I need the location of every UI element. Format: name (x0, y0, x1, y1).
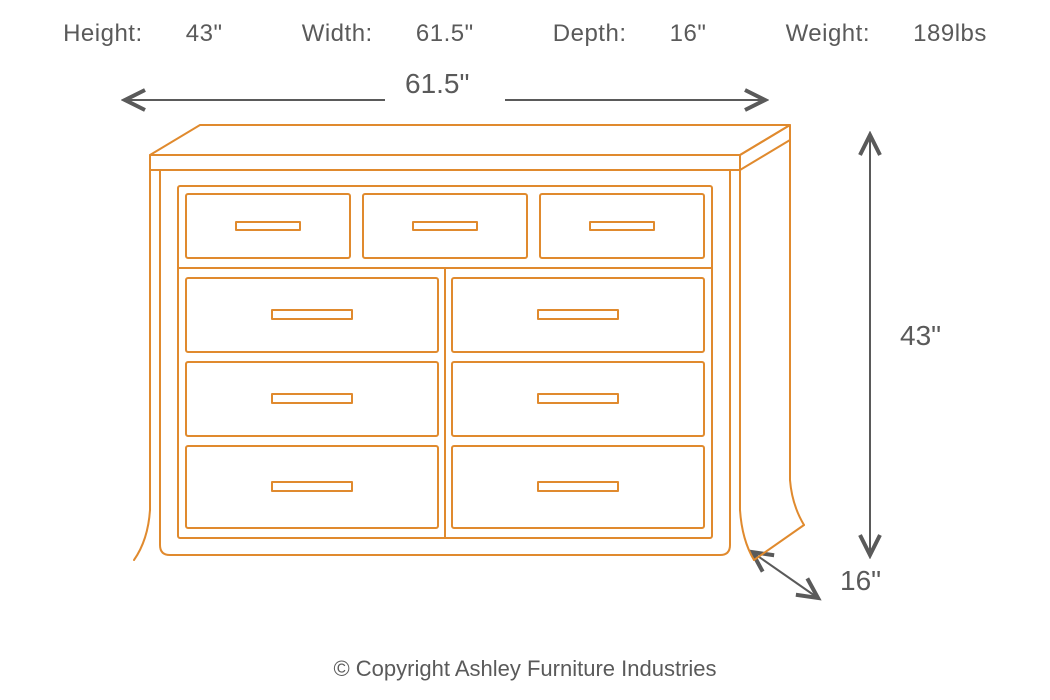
diagram-svg (0, 0, 1050, 700)
dresser-drawing (134, 125, 804, 560)
dimension-arrows (125, 100, 870, 598)
diagram-canvas: Height: 43" Width: 61.5" Depth: 16" Weig… (0, 0, 1050, 700)
copyright-line: © Copyright Ashley Furniture Industries (0, 656, 1050, 682)
